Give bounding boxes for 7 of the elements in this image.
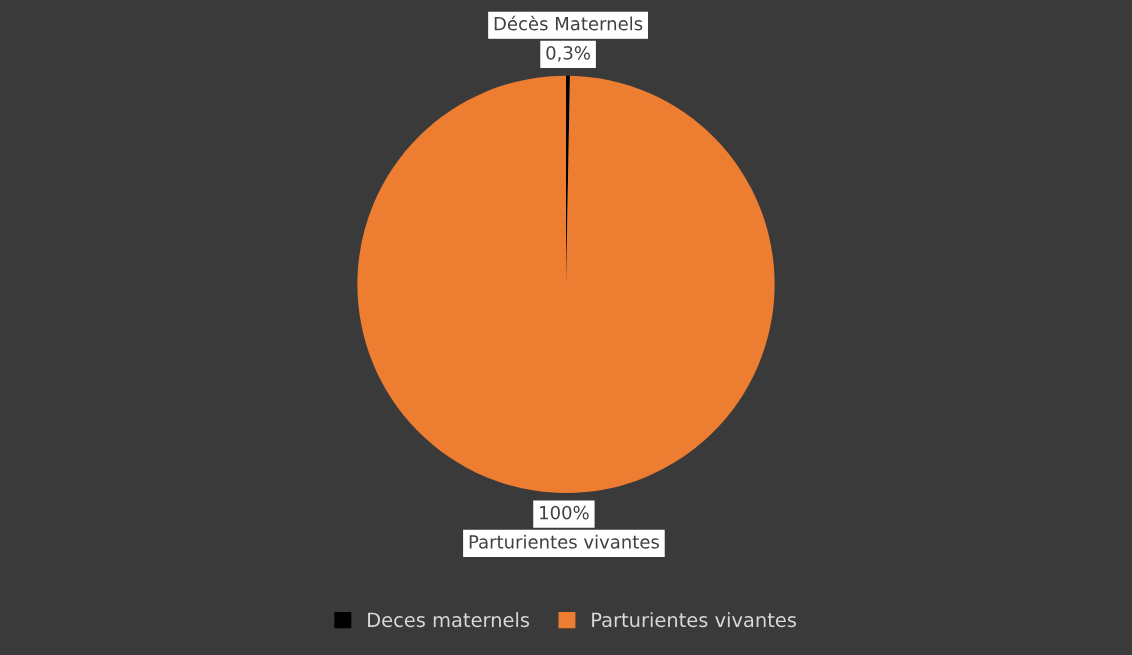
data-label: 0,3%	[546, 46, 591, 62]
legend-label: Parturientes vivantes	[592, 612, 796, 628]
text: Parturientes vivantes	[469, 534, 659, 549]
pie-slice	[357, 75, 775, 493]
text: Décès Maternels	[494, 15, 643, 31]
legend-label: Deces maternels	[368, 612, 530, 628]
data-label: 100%	[540, 505, 589, 520]
